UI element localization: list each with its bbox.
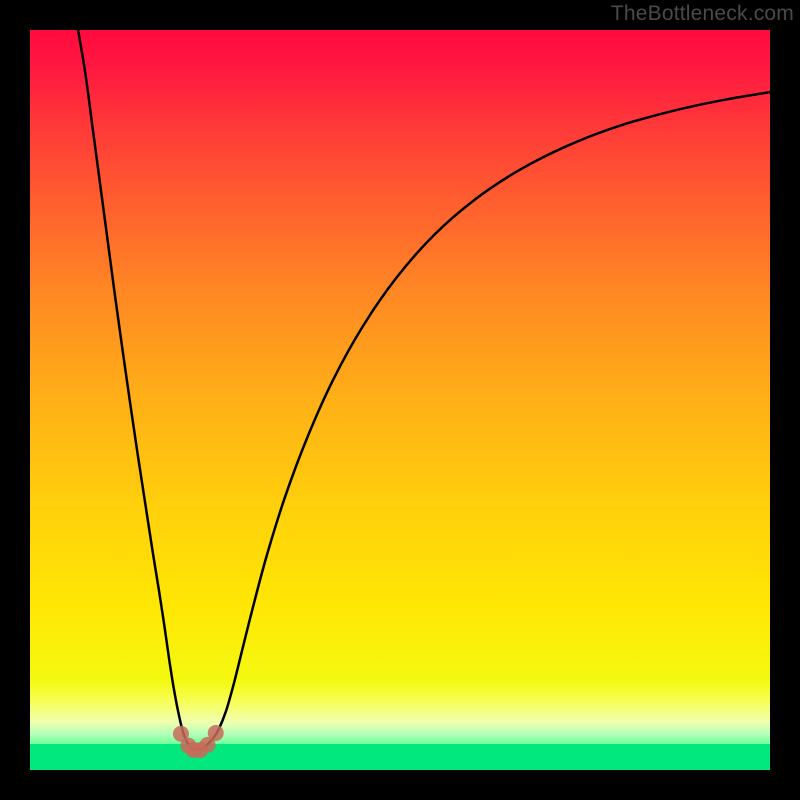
dip-markers-group [173, 725, 224, 758]
curve-layer [30, 30, 770, 770]
chart-stage: TheBottleneck.com [0, 0, 800, 800]
dip-marker [208, 725, 224, 741]
bottleneck-curve [78, 30, 770, 749]
plot-area [30, 30, 770, 770]
watermark-text: TheBottleneck.com [611, 2, 794, 26]
